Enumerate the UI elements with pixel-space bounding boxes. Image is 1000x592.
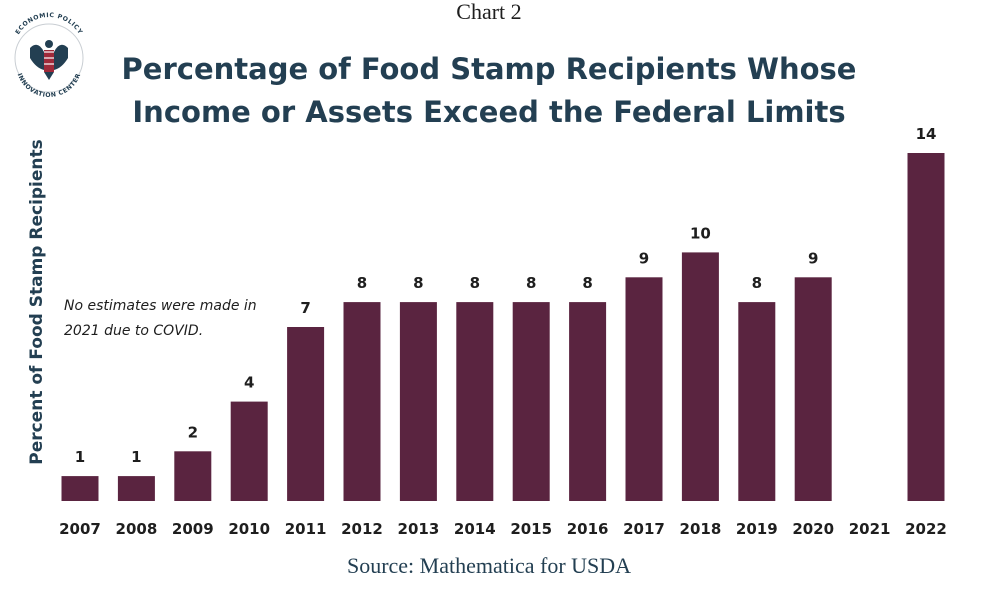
x-tick-label: 2021: [849, 520, 891, 538]
x-tick-label: 2009: [172, 520, 214, 538]
bar-2020: [794, 277, 832, 501]
source-note: Source: Mathematica for USDA: [347, 553, 631, 578]
x-tick-label: 2013: [398, 520, 440, 538]
bar-2009: [174, 451, 212, 501]
bar-2022: [907, 153, 945, 501]
bar-2017: [625, 277, 663, 501]
x-tick-label: 2015: [510, 520, 552, 538]
bar-2018: [681, 252, 719, 501]
chart-label: Chart 2: [456, 0, 521, 24]
bar-2013: [399, 302, 437, 501]
bar-2019: [738, 302, 776, 501]
bar-2016: [569, 302, 607, 501]
note-line-1: No estimates were made in: [64, 298, 257, 314]
data-label-2007: 1: [75, 448, 85, 466]
data-label-2013: 8: [413, 274, 423, 292]
data-label-2012: 8: [357, 274, 367, 292]
chart-title-line-2: Income or Assets Exceed the Federal Limi…: [132, 95, 845, 129]
x-tick-label: 2010: [228, 520, 270, 538]
data-label-2014: 8: [470, 274, 480, 292]
x-tick-label: 2016: [567, 520, 609, 538]
x-tick-label: 2007: [59, 520, 101, 538]
x-axis-ticks: 2007 2008 2009 2010 2011 2012 2013 2014 2015 2016…: [59, 520, 947, 538]
x-tick-label: 2012: [341, 520, 383, 538]
x-tick-label: 2017: [623, 520, 665, 538]
x-tick-label: 2014: [454, 520, 496, 538]
bars: [61, 153, 945, 501]
data-label-2009: 2: [188, 423, 198, 441]
data-label-2019: 8: [752, 274, 762, 292]
data-label-2020: 9: [808, 249, 818, 267]
bar-2012: [343, 302, 381, 501]
note-line-2: 2021 due to COVID.: [64, 323, 203, 339]
bar-2015: [512, 302, 550, 501]
data-label-2017: 9: [639, 249, 649, 267]
x-tick-label: 2020: [792, 520, 834, 538]
x-tick-label: 2008: [116, 520, 158, 538]
logo: ECONOMIC POLICY INNOVATION CENTER: [14, 12, 84, 99]
data-label-2008: 1: [131, 448, 141, 466]
bar-2007: [61, 476, 99, 501]
chart-title-line-1: Percentage of Food Stamp Recipients Whos…: [122, 52, 857, 86]
data-label-2010: 4: [244, 374, 254, 392]
x-tick-label: 2022: [905, 520, 947, 538]
bar-2008: [117, 476, 155, 501]
data-label-2018: 10: [690, 224, 711, 242]
bar-2011: [287, 327, 325, 501]
bar-2010: [230, 401, 268, 501]
x-tick-label: 2011: [285, 520, 327, 538]
data-label-2016: 8: [582, 274, 592, 292]
eagle-icon: [30, 40, 68, 80]
data-labels: 1 1 2 4 7 8 8 8 8 8 9 10 8 9 14: [75, 125, 937, 466]
y-axis-label: Percent of Food Stamp Recipients: [27, 139, 47, 465]
x-tick-label: 2018: [680, 520, 722, 538]
x-tick-label: 2019: [736, 520, 778, 538]
data-label-2015: 8: [526, 274, 536, 292]
bar-2014: [456, 302, 494, 501]
data-label-2011: 7: [300, 299, 310, 317]
data-label-2022: 14: [916, 125, 937, 143]
